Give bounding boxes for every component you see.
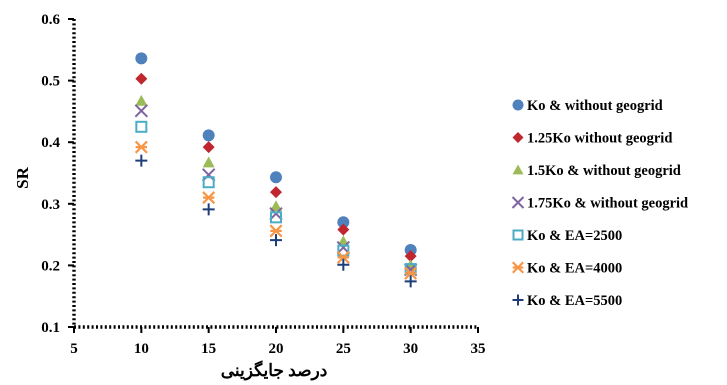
data-point (135, 72, 148, 85)
data-point (270, 200, 282, 212)
data-point (404, 244, 417, 256)
data-point (202, 176, 215, 189)
x-tick-label: 35 (471, 341, 486, 357)
legend-label: 1.25Ko without geogrid (527, 131, 672, 147)
y-tick-label: 0.6 (41, 12, 60, 28)
legend-marker (512, 294, 524, 306)
x-tick-label: 5 (70, 341, 78, 357)
legend-marker (512, 229, 524, 241)
series-6 (134, 140, 418, 280)
data-point (202, 203, 215, 216)
data-point (202, 191, 216, 205)
data-point (134, 104, 149, 118)
legend-item: Ko & EA=5500 (512, 293, 622, 309)
data-point (270, 186, 282, 199)
legend-item: 1.75Ko & without geogrid (511, 196, 688, 212)
x-axis-ticks: 5 10 15 20 25 30 35 (70, 327, 486, 357)
legend-marker (511, 261, 525, 274)
legend-item: Ko & EA=4000 (511, 261, 622, 277)
y-tick-label: 0.5 (41, 74, 60, 90)
y-tick-label: 0.2 (41, 258, 60, 274)
legend-label: 1.5Ko & without geogrid (527, 163, 681, 179)
legend-label: Ko & EA=5500 (527, 293, 622, 309)
legend: Ko & without geogrid 1.25Ko without geogr… (511, 98, 688, 309)
legend-label: Ko & EA=4000 (527, 261, 622, 277)
legend-label: 1.75Ko & without geogrid (527, 196, 688, 212)
data-point (135, 154, 148, 167)
x-tick-label: 30 (403, 341, 418, 357)
series-1 (135, 52, 417, 256)
legend-marker (512, 99, 524, 111)
data-point (404, 266, 418, 280)
x-tick-label: 20 (269, 341, 284, 357)
data-point (404, 250, 417, 263)
legend-item: 1.5Ko & without geogrid (512, 163, 681, 179)
data-point (337, 258, 350, 271)
legend-item: 1.25Ko without geogrid (512, 131, 672, 147)
data-point (202, 156, 215, 168)
data-point (135, 94, 148, 106)
legend-item: Ko & without geogrid (512, 98, 663, 114)
series-2 (135, 72, 417, 263)
legend-label: Ko & without geogrid (527, 98, 663, 114)
y-axis-label: SR (13, 166, 32, 188)
series-7 (135, 154, 417, 288)
data-point (270, 171, 282, 184)
data-point (337, 244, 350, 257)
data-point (202, 129, 215, 142)
data-point (270, 234, 282, 247)
data-point (135, 52, 148, 65)
data-points (134, 52, 418, 288)
data-point (337, 216, 350, 229)
data-point (269, 224, 283, 238)
legend-marker (511, 196, 525, 209)
data-point (134, 140, 148, 154)
data-point (135, 120, 148, 133)
x-tick-label: 25 (336, 341, 351, 357)
legend-item: Ko & EA=2500 (512, 228, 622, 244)
x-tick-label: 10 (134, 341, 149, 357)
data-point (202, 141, 215, 154)
data-point (270, 211, 282, 224)
data-point (337, 223, 350, 236)
data-point (404, 275, 417, 288)
y-tick-label: 0.3 (41, 197, 60, 213)
legend-label: Ko & EA=2500 (527, 228, 622, 244)
x-axis-label: درصد جایگزینی (221, 360, 328, 381)
y-axis-ticks: 0.1 0.2 0.3 0.4 0.5 0.6 (41, 12, 74, 336)
y-tick-label: 0.1 (41, 320, 60, 336)
legend-marker (512, 164, 524, 175)
x-tick-label: 15 (201, 341, 216, 357)
legend-marker (512, 132, 524, 143)
y-tick-label: 0.4 (41, 135, 60, 151)
data-point (336, 250, 350, 264)
